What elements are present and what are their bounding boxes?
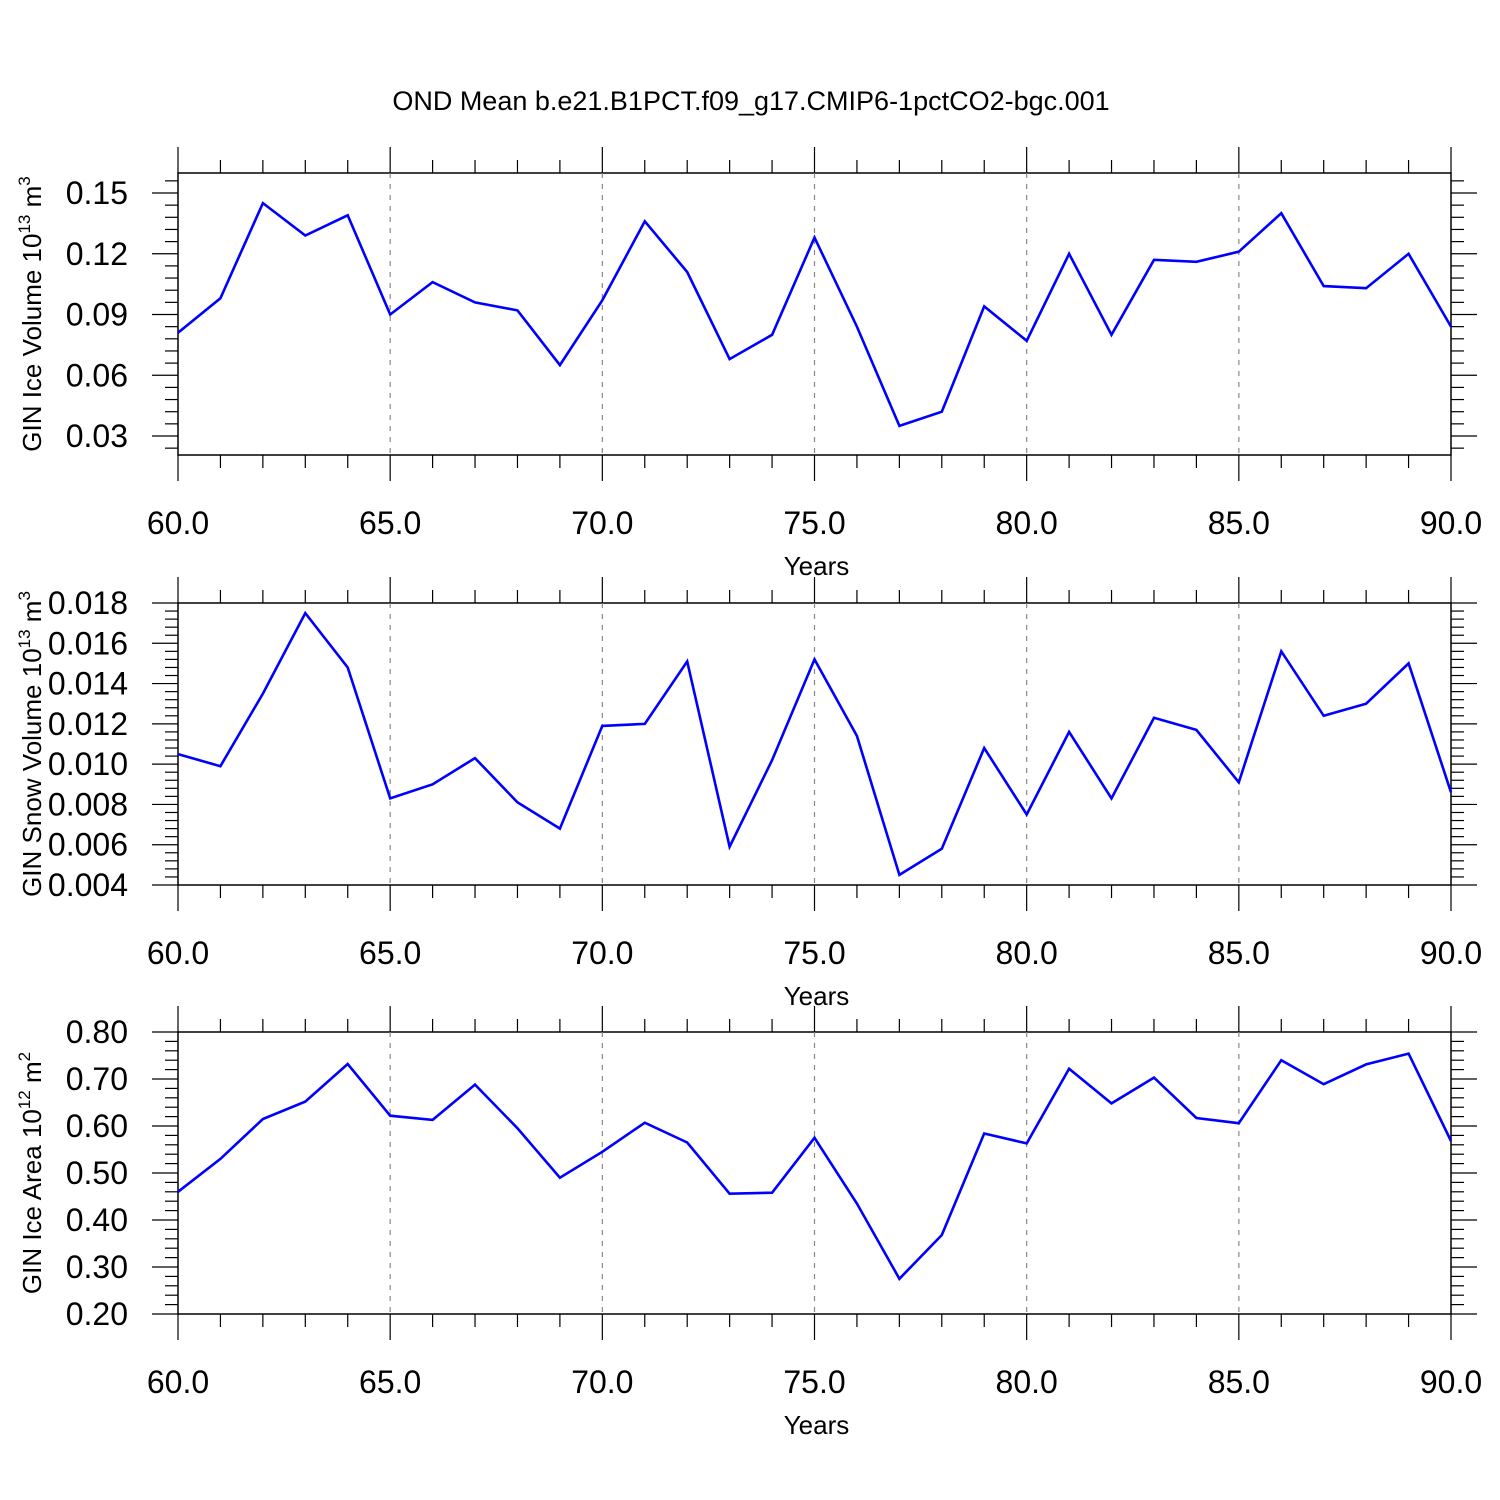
plot-frame xyxy=(177,602,1452,886)
plot-frame xyxy=(177,1031,1452,1315)
y-tick-label: 0.016 xyxy=(48,625,128,661)
x-tick-label: 65.0 xyxy=(359,505,421,541)
y-tick-label: 0.70 xyxy=(66,1061,128,1097)
x-axis-title: Years xyxy=(784,981,850,1011)
y-tick-label: 0.010 xyxy=(48,746,128,782)
y-tick-label: 0.004 xyxy=(48,867,128,903)
y-tick-label: 0.018 xyxy=(48,585,128,621)
x-tick-label: 60.0 xyxy=(147,505,209,541)
x-tick-label: 75.0 xyxy=(783,505,845,541)
x-tick-label: 60.0 xyxy=(147,1364,209,1400)
plot-frame xyxy=(177,172,1452,456)
y-tick-label: 0.09 xyxy=(66,297,128,333)
y-tick-label: 0.012 xyxy=(48,706,128,742)
x-tick-label: 85.0 xyxy=(1208,935,1270,971)
x-axis-title: Years xyxy=(784,551,850,581)
x-tick-label: 90.0 xyxy=(1420,505,1482,541)
y-tick-label: 0.12 xyxy=(66,236,128,272)
series-line xyxy=(177,1052,1453,1281)
x-tick-label: 70.0 xyxy=(571,935,633,971)
x-tick-label: 80.0 xyxy=(996,505,1058,541)
x-tick-label: 70.0 xyxy=(571,1364,633,1400)
y-tick-label: 0.15 xyxy=(66,175,128,211)
x-tick-label: 85.0 xyxy=(1208,505,1270,541)
x-tick-label: 75.0 xyxy=(783,935,845,971)
chart-panel-2: 60.0 65.0 70.0 75.0 80.0 85.0 90.0 Years 0.004 0.… xyxy=(15,577,1482,1011)
y-tick-label: 0.30 xyxy=(66,1249,128,1285)
figure-title: OND Mean b.e21.B1PCT.f09_g17.CMIP6-1pctC… xyxy=(392,86,1109,116)
chart-panel-1: 60.0 65.0 70.0 75.0 80.0 85.0 90.0 Years 0.03 0.0… xyxy=(15,147,1482,581)
x-tick-label: 60.0 xyxy=(147,935,209,971)
y-axis-title: GIN Ice Volume 1013 m3 xyxy=(15,176,47,452)
chart-panel-3: 60.0 65.0 70.0 75.0 80.0 85.0 90.0 Years 0.20 0.3… xyxy=(15,1006,1482,1440)
y-tick-label: 0.60 xyxy=(66,1108,128,1144)
y-tick-label: 0.50 xyxy=(66,1155,128,1191)
y-tick-label: 0.008 xyxy=(48,786,128,822)
x-tick-label: 90.0 xyxy=(1420,935,1482,971)
y-axis-title: GIN Snow Volume 1013 m3 xyxy=(15,591,47,897)
x-tick-label: 85.0 xyxy=(1208,1364,1270,1400)
x-tick-label: 70.0 xyxy=(571,505,633,541)
x-tick-label: 80.0 xyxy=(996,935,1058,971)
x-tick-label: 80.0 xyxy=(996,1364,1058,1400)
series-line xyxy=(177,610,1453,877)
x-tick-label: 90.0 xyxy=(1420,1364,1482,1400)
x-tick-label: 65.0 xyxy=(359,935,421,971)
y-tick-label: 0.80 xyxy=(66,1014,128,1050)
y-axis-title: GIN Ice Area 1012 m2 xyxy=(15,1052,47,1294)
x-tick-label: 75.0 xyxy=(783,1364,845,1400)
x-axis-title: Years xyxy=(784,1410,850,1440)
y-tick-label: 0.006 xyxy=(48,827,128,863)
series-line xyxy=(177,201,1453,428)
y-tick-label: 0.03 xyxy=(66,418,128,454)
x-tick-label: 65.0 xyxy=(359,1364,421,1400)
y-tick-label: 0.06 xyxy=(66,357,128,393)
y-tick-label: 0.014 xyxy=(48,666,128,702)
y-tick-label: 0.40 xyxy=(66,1202,128,1238)
y-tick-label: 0.20 xyxy=(66,1296,128,1332)
